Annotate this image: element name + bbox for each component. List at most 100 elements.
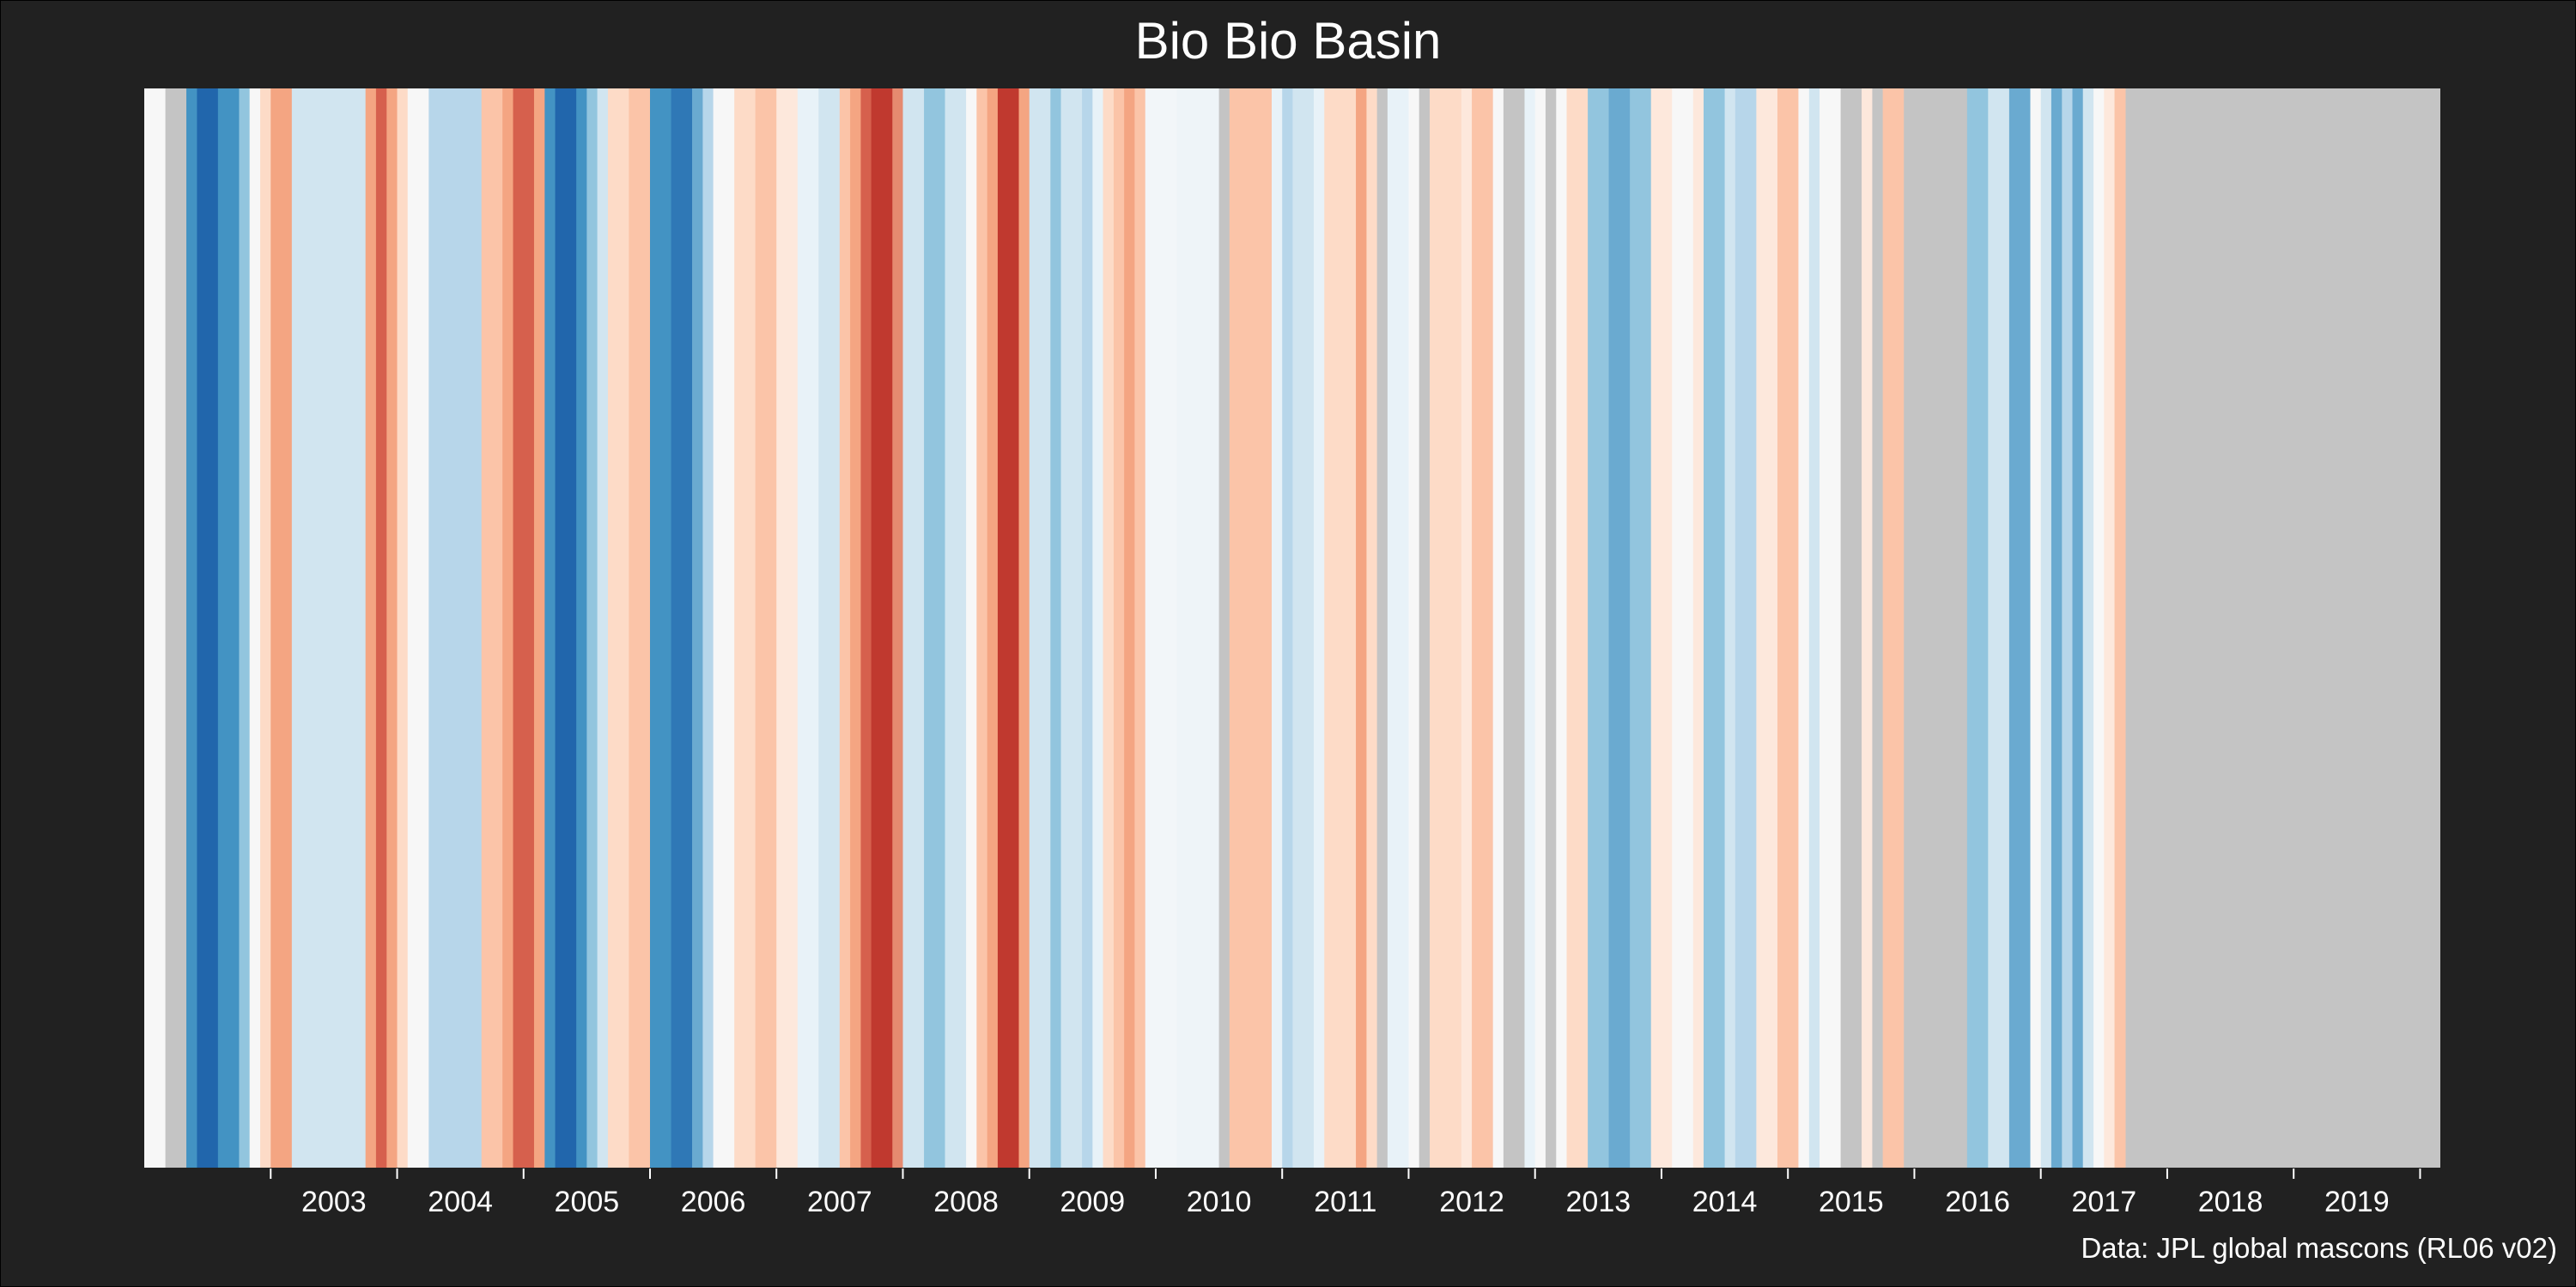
stripe-79	[1472, 88, 1494, 1169]
stripe-91	[1672, 88, 1694, 1169]
stripe-31	[671, 88, 693, 1169]
stripe-11	[333, 88, 367, 1169]
stripe-36	[755, 88, 777, 1169]
stripe-78	[1461, 88, 1473, 1169]
x-tick-label-2003: 2003	[301, 1186, 367, 1218]
stripe-112	[2062, 88, 2074, 1169]
stripe-90	[1650, 88, 1673, 1169]
stripe-19	[481, 88, 503, 1169]
stripe-6	[249, 88, 261, 1169]
x-tick-label-2007: 2007	[807, 1186, 872, 1218]
stripe-101	[1840, 88, 1862, 1169]
stripe-4	[217, 88, 240, 1169]
stripe-86	[1566, 88, 1589, 1169]
stripe-50	[987, 88, 999, 1169]
stripe-61	[1134, 88, 1146, 1169]
stripe-94	[1724, 88, 1736, 1169]
stripe-44	[892, 88, 904, 1169]
stripe-33	[702, 88, 714, 1169]
stripe-92	[1692, 88, 1704, 1169]
stripe-84	[1545, 88, 1557, 1169]
stripe-42	[860, 88, 872, 1169]
stripe-64	[1218, 88, 1230, 1169]
stripe-28	[607, 88, 629, 1169]
stripe-18	[460, 88, 483, 1169]
stripe-68	[1292, 88, 1315, 1169]
stripe-96	[1756, 88, 1778, 1169]
stripe-51	[997, 88, 1020, 1169]
chart-title: Bio Bio Basin	[1134, 12, 1442, 70]
stripe-48	[966, 88, 977, 1169]
stripe-58	[1103, 88, 1115, 1169]
stripe-80	[1492, 88, 1504, 1169]
stripe-1	[165, 88, 187, 1169]
stripe-89	[1630, 88, 1652, 1169]
stripe-9	[291, 88, 313, 1169]
x-tick-label-2009: 2009	[1060, 1186, 1126, 1218]
stripe-62	[1145, 88, 1178, 1169]
stripe-52	[1018, 88, 1030, 1169]
stripe-57	[1092, 88, 1104, 1169]
stripe-66	[1272, 88, 1283, 1169]
stripe-13	[375, 88, 387, 1169]
stripe-49	[976, 88, 988, 1169]
stripe-29	[629, 88, 651, 1169]
stripe-23	[544, 88, 556, 1169]
stripe-109	[2030, 88, 2042, 1169]
stripe-22	[533, 88, 545, 1169]
x-tick-label-2006: 2006	[681, 1186, 746, 1218]
stripe-88	[1608, 88, 1631, 1169]
stripe-97	[1777, 88, 1800, 1169]
x-tick-label-2019: 2019	[2324, 1186, 2390, 1218]
stripe-75	[1408, 88, 1420, 1169]
stripe-106	[1966, 88, 1989, 1169]
stripe-81	[1503, 88, 1526, 1169]
x-tick-label-2011: 2011	[1314, 1186, 1376, 1218]
stripe-8	[270, 88, 293, 1169]
stripe-77	[1430, 88, 1462, 1169]
stripe-17	[428, 88, 461, 1169]
stripe-110	[2040, 88, 2052, 1169]
stripe-70	[1324, 88, 1357, 1169]
stripe-7	[260, 88, 271, 1169]
x-tick-label-2010: 2010	[1187, 1186, 1252, 1218]
x-axis: 2003 2004 2005 2006 2007 2008 2009 2010 2011 2012…	[144, 1168, 2440, 1218]
stripes-group	[144, 88, 2440, 1169]
stripe-10	[313, 88, 335, 1169]
x-tick-label-2012: 2012	[1439, 1186, 1504, 1218]
x-tick-label-2004: 2004	[428, 1186, 493, 1218]
stripe-39	[818, 88, 841, 1169]
stripe-54	[1050, 88, 1062, 1169]
stripe-34	[713, 88, 735, 1169]
x-tick-label-2014: 2014	[1692, 1186, 1758, 1218]
stripe-14	[386, 88, 398, 1169]
stripe-116	[2104, 88, 2116, 1169]
stripe-30	[649, 88, 672, 1169]
stripe-16	[407, 88, 429, 1169]
stripe-117	[2114, 88, 2126, 1169]
stripe-59	[1113, 88, 1125, 1169]
stripe-67	[1282, 88, 1294, 1169]
stripe-107	[1988, 88, 2010, 1169]
stripe-56	[1082, 88, 1093, 1169]
stripe-103	[1872, 88, 1884, 1169]
stripe-115	[2093, 88, 2105, 1169]
stripe-85	[1556, 88, 1568, 1169]
stripe-45	[902, 88, 925, 1169]
stripe-27	[597, 88, 609, 1169]
stripe-41	[850, 88, 862, 1169]
stripe-53	[1029, 88, 1051, 1169]
x-tick-label-2018: 2018	[2198, 1186, 2263, 1218]
stripe-5	[239, 88, 251, 1169]
stripe-111	[2050, 88, 2063, 1169]
stripe-55	[1060, 88, 1083, 1169]
stripe-69	[1314, 88, 1325, 1169]
stripe-25	[576, 88, 587, 1169]
stripe-108	[2008, 88, 2032, 1169]
x-tick-label-2008: 2008	[933, 1186, 999, 1218]
stripe-35	[734, 88, 756, 1169]
stripe-113	[2072, 88, 2084, 1169]
stripe-65	[1229, 88, 1273, 1169]
stripe-99	[1808, 88, 1820, 1169]
